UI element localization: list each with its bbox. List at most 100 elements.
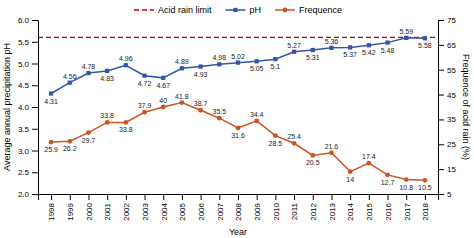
tick: 3.0: [18, 147, 38, 156]
y-axis-title: Average annual precipitation pH: [2, 43, 12, 171]
point: [180, 100, 185, 105]
point: [255, 59, 259, 63]
tick: 25: [438, 140, 456, 149]
tick-label: 2017: [403, 202, 412, 220]
data-label: 34.4: [250, 111, 264, 118]
tick-mark: [331, 194, 332, 200]
x-axis-title: Year: [229, 227, 247, 237]
data-label: 5.37: [343, 51, 357, 58]
point: [385, 172, 390, 177]
data-label: 4.31: [44, 98, 58, 105]
tick-label: 2000: [85, 202, 94, 220]
point: [311, 48, 315, 52]
axis-line: [39, 195, 439, 201]
legend-swatch: [134, 9, 154, 11]
tick-mark: [313, 194, 314, 200]
point: [49, 140, 54, 145]
tick: 35: [438, 115, 456, 124]
tick-label: 2013: [328, 202, 337, 220]
legend-label: Acid rain limit: [158, 5, 212, 15]
point: [404, 177, 409, 182]
tick-label: 2006: [197, 202, 206, 220]
point: [423, 36, 427, 40]
tick-label: 2001: [103, 202, 112, 220]
tick: 2018: [421, 194, 430, 221]
legend-marker: [283, 8, 288, 13]
point: [217, 62, 221, 66]
tick-label: 65: [447, 41, 456, 50]
data-label: 37.9: [138, 102, 152, 109]
point: [254, 119, 259, 124]
point: [423, 178, 428, 183]
point: [180, 66, 184, 70]
point: [217, 116, 222, 121]
tick-mark: [32, 172, 38, 173]
legend-item: pH: [225, 5, 261, 15]
tick: 2002: [122, 194, 131, 221]
data-label: 4.72: [138, 80, 152, 87]
data-label: 5.48: [381, 47, 395, 54]
tick-mark: [182, 194, 183, 200]
point: [49, 91, 53, 95]
tick-label: 2012: [309, 202, 318, 220]
data-label: 4.98: [212, 54, 226, 61]
tick: 55: [438, 66, 456, 75]
tick-mark: [438, 119, 444, 120]
data-label: 40: [159, 97, 167, 104]
data-label: 5.05: [250, 65, 264, 72]
tick-label: 2018: [421, 202, 430, 220]
point: [236, 61, 240, 65]
tick-mark: [238, 194, 239, 200]
tick-mark: [275, 194, 276, 200]
data-label: 5.27: [287, 42, 301, 49]
tick-mark: [70, 194, 71, 200]
tick: 2.5: [18, 168, 38, 177]
data-label: 5.02: [231, 53, 245, 60]
data-labels: 4.314.564.784.834.964.724.674.894.934.98…: [44, 28, 432, 191]
tick-label: 2.0: [18, 190, 30, 199]
tick: 1999: [66, 194, 75, 221]
tick: 65: [438, 41, 456, 50]
tick-label: 4.5: [18, 81, 30, 90]
tick-label: 2011: [290, 202, 299, 220]
tick-mark: [32, 20, 38, 21]
tick-mark: [406, 194, 407, 200]
tick-label: 2003: [141, 202, 150, 220]
tick-mark: [32, 107, 38, 108]
tick-label: 75: [447, 16, 456, 25]
tick-mark: [388, 194, 389, 200]
tick-label: 15: [447, 165, 456, 174]
data-label: 35.5: [212, 108, 226, 115]
point: [329, 46, 333, 50]
data-label: 5.1: [271, 63, 281, 70]
data-label: 31.6: [231, 132, 245, 139]
tick-mark: [369, 194, 370, 200]
tick-mark: [32, 64, 38, 65]
tick-label: 5: [447, 190, 452, 199]
tick-label: 35: [447, 115, 456, 124]
data-label: 4.93: [194, 71, 208, 78]
tick: 2008: [234, 194, 243, 221]
series-line: [51, 103, 425, 181]
point: [67, 139, 72, 144]
point: [366, 161, 371, 166]
point: [273, 57, 277, 61]
data-label: 12.7: [381, 179, 395, 186]
tick-mark: [438, 45, 444, 46]
data-label: 4.89: [175, 58, 189, 65]
tick-mark: [201, 194, 202, 200]
tick: 2017: [403, 194, 412, 221]
y2-axis-title: Frequence of acid rain (%): [461, 54, 471, 160]
data-label: 5.36: [325, 38, 339, 45]
tick: 2000: [85, 194, 94, 221]
tick: 15: [438, 165, 456, 174]
tick-mark: [438, 194, 444, 195]
tick-mark: [32, 85, 38, 86]
data-label: 10.5: [418, 184, 432, 191]
data-label: 10.8: [399, 184, 413, 191]
legend-marker: [233, 8, 237, 12]
tick-label: 1998: [47, 202, 56, 220]
tick-label: 2004: [160, 202, 169, 220]
point: [348, 45, 352, 49]
tick-mark: [163, 194, 164, 200]
